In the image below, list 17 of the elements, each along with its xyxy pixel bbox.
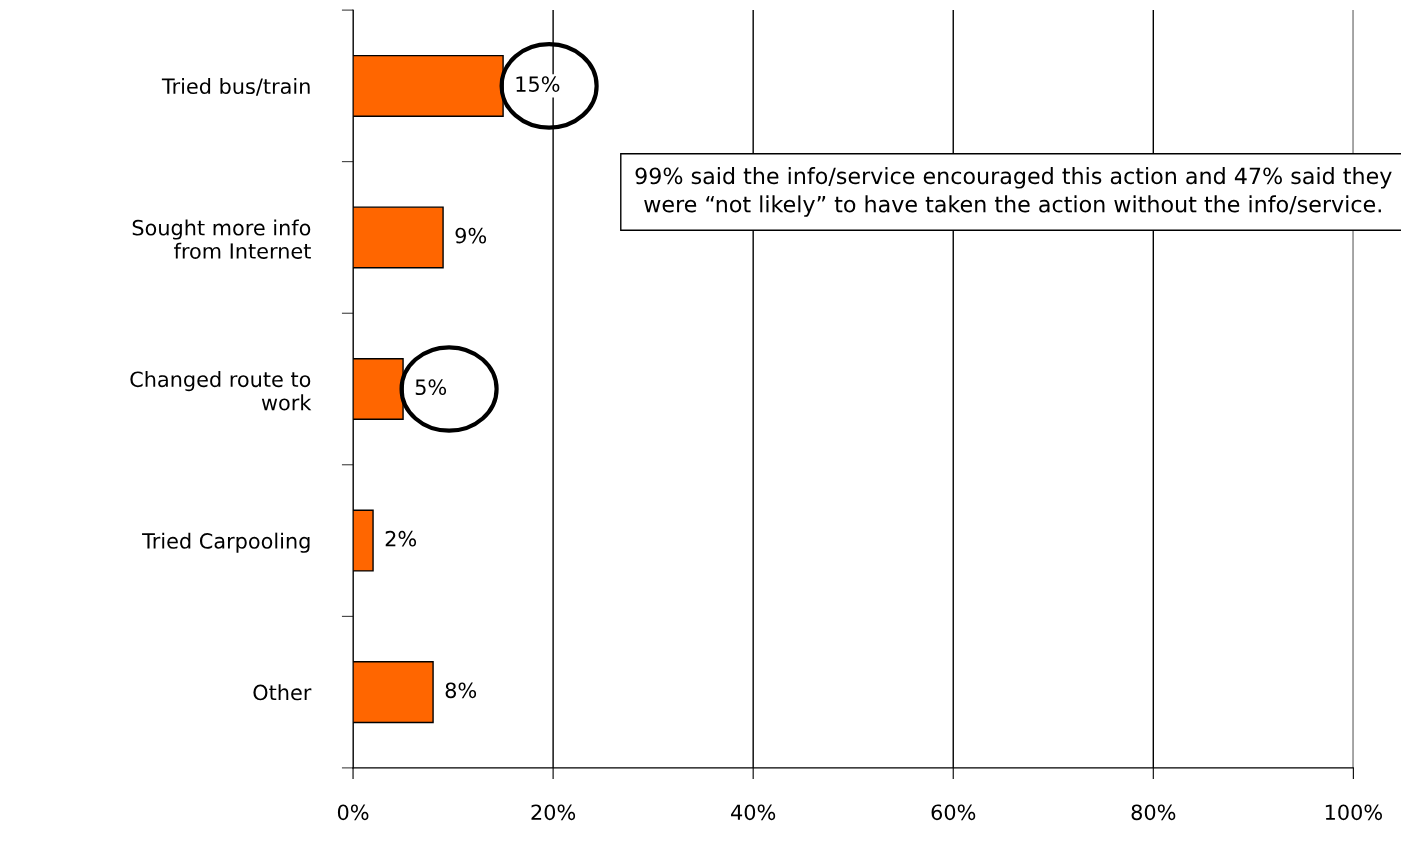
- y-tick-label: Sought more info from Internet: [132, 219, 311, 259]
- data-label: 2%: [385, 530, 417, 547]
- annotation: 99% said the info/service encouraged this action and 47% said they were “not likely” to have taken the action without the info/service.: [635, 167, 1392, 217]
- x-tick-label: 40%: [731, 804, 776, 821]
- x-tick-label: 0%: [337, 804, 369, 821]
- data-label: 8%: [445, 682, 477, 699]
- x-tick-label: 20%: [531, 804, 576, 821]
- y-tick-label: Tried Carpooling: [142, 532, 310, 553]
- y-tick-label: Other: [253, 684, 312, 701]
- data-label: 15%: [516, 76, 560, 92]
- data-label: 9%: [455, 227, 487, 244]
- y-tick-label: Changed route to work: [130, 371, 312, 411]
- y-tick-label: Tried bus/train: [161, 77, 310, 96]
- x-tick-label: 80%: [1131, 804, 1176, 821]
- x-tick-label: 60%: [931, 804, 976, 821]
- x-tick-label: 100%: [1325, 804, 1382, 821]
- data-label: 5%: [415, 379, 447, 396]
